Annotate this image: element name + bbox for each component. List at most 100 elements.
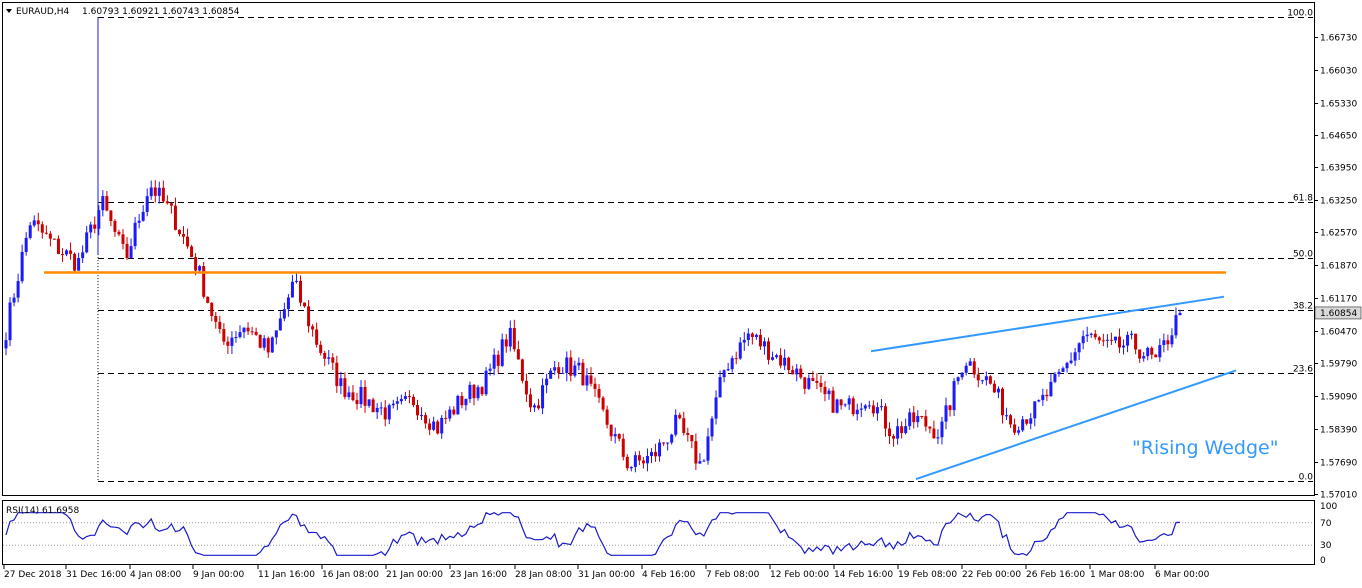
candle-body	[1166, 340, 1170, 345]
candle-body	[8, 302, 12, 341]
candle-body	[234, 337, 238, 339]
candle-body	[1000, 388, 1004, 416]
candle-body	[1005, 415, 1009, 417]
candle-body	[177, 229, 181, 235]
candle-body	[996, 388, 1000, 393]
candle-body	[379, 407, 383, 409]
candle-body	[601, 397, 605, 410]
candle-body	[65, 250, 69, 255]
candle-body	[762, 341, 766, 347]
candle-body	[157, 187, 161, 196]
candle-body	[980, 380, 984, 382]
candle-body	[20, 251, 24, 282]
candle-body	[916, 415, 920, 423]
candle-body	[1057, 371, 1061, 375]
candle-body	[956, 377, 960, 382]
candle-body	[1093, 333, 1097, 338]
candle-body	[1077, 343, 1081, 353]
candle-body	[775, 355, 779, 358]
candle-body	[1105, 339, 1109, 341]
time-tick-label: 21 Jan 00:00	[386, 570, 443, 580]
candle-body	[468, 384, 472, 400]
candle-body	[1021, 419, 1025, 431]
candle-body	[863, 405, 867, 409]
candle-body	[165, 201, 169, 204]
candle-body	[1097, 337, 1101, 341]
candle-body	[992, 383, 996, 393]
candle-body	[847, 398, 851, 405]
candle-body	[186, 236, 190, 247]
candle-body	[428, 423, 432, 430]
candlestick-series	[4, 17, 1182, 473]
candle-body	[766, 341, 770, 360]
candle-body	[1013, 424, 1017, 433]
candle-body	[589, 375, 593, 384]
candle-body	[1113, 336, 1117, 341]
time-tick-label: 19 Feb 08:00	[898, 570, 957, 580]
candle-body	[44, 232, 48, 234]
time-tick-label: 26 Feb 16:00	[1026, 570, 1085, 580]
candle-body	[738, 342, 742, 359]
candle-body	[537, 405, 541, 409]
candle-body	[512, 327, 516, 350]
candle-body	[40, 224, 44, 233]
candle-body	[93, 224, 97, 229]
candle-body	[883, 406, 887, 429]
candle-body	[1154, 354, 1158, 358]
candle-body	[593, 383, 597, 389]
candle-body	[754, 334, 758, 337]
fib-level-label: 38.2	[1293, 302, 1313, 312]
candle-body	[1041, 394, 1045, 401]
candle-body	[375, 407, 379, 413]
time-tick-label: 22 Feb 00:00	[962, 570, 1021, 580]
time-tick-label: 11 Jan 16:00	[258, 570, 315, 580]
candle-body	[1138, 349, 1142, 359]
candle-body	[363, 387, 367, 406]
price-panel-frame	[2, 2, 1315, 496]
candle-body	[121, 234, 125, 244]
candle-body	[1081, 336, 1085, 344]
candle-body	[1045, 394, 1049, 397]
candle-body	[355, 400, 359, 405]
candle-body	[77, 258, 81, 271]
candle-body	[545, 378, 549, 386]
candle-body	[294, 280, 298, 282]
candle-body	[339, 378, 343, 387]
candle-body	[32, 220, 36, 226]
candle-body	[682, 418, 686, 433]
candle-body	[908, 412, 912, 427]
candle-body	[924, 416, 928, 427]
candle-body	[182, 234, 186, 237]
candle-body	[871, 405, 875, 414]
candle-body	[456, 395, 460, 415]
time-tick-label: 1 Mar 08:00	[1090, 570, 1145, 580]
candle-body	[839, 399, 843, 406]
candle-body	[1109, 339, 1113, 341]
candle-body	[928, 426, 932, 429]
candle-body	[464, 399, 468, 406]
fib-retracement-levels: 100.0 61.8 50.0 38.2 23.6 0.0	[97, 9, 1313, 483]
candle-body	[694, 441, 698, 464]
candle-body	[585, 375, 589, 386]
candle-body	[948, 405, 952, 411]
rsi-tick-label: 100	[1320, 502, 1337, 512]
candle-body	[859, 408, 863, 410]
candle-body	[645, 456, 649, 464]
price-tick-label: 1.64650	[1320, 132, 1357, 142]
time-tick-label: 27 Dec 2018	[4, 570, 62, 580]
current-price-box	[1314, 306, 1362, 320]
candle-body	[484, 370, 488, 395]
candle-body	[359, 387, 363, 405]
candle-body	[654, 452, 658, 457]
candle-body	[270, 337, 274, 353]
candle-body	[452, 409, 456, 415]
candle-body	[1142, 356, 1146, 359]
price-tick-label: 1.59090	[1320, 393, 1357, 403]
candle-body	[843, 404, 847, 406]
candle-body	[226, 341, 230, 346]
price-tick-label: 1.59790	[1320, 360, 1357, 370]
price-tick-label: 1.58390	[1320, 426, 1357, 436]
time-tick-label: 9 Jan 00:00	[193, 570, 245, 580]
candle-body	[553, 367, 557, 371]
symbol-dropdown-icon[interactable]	[6, 9, 12, 13]
